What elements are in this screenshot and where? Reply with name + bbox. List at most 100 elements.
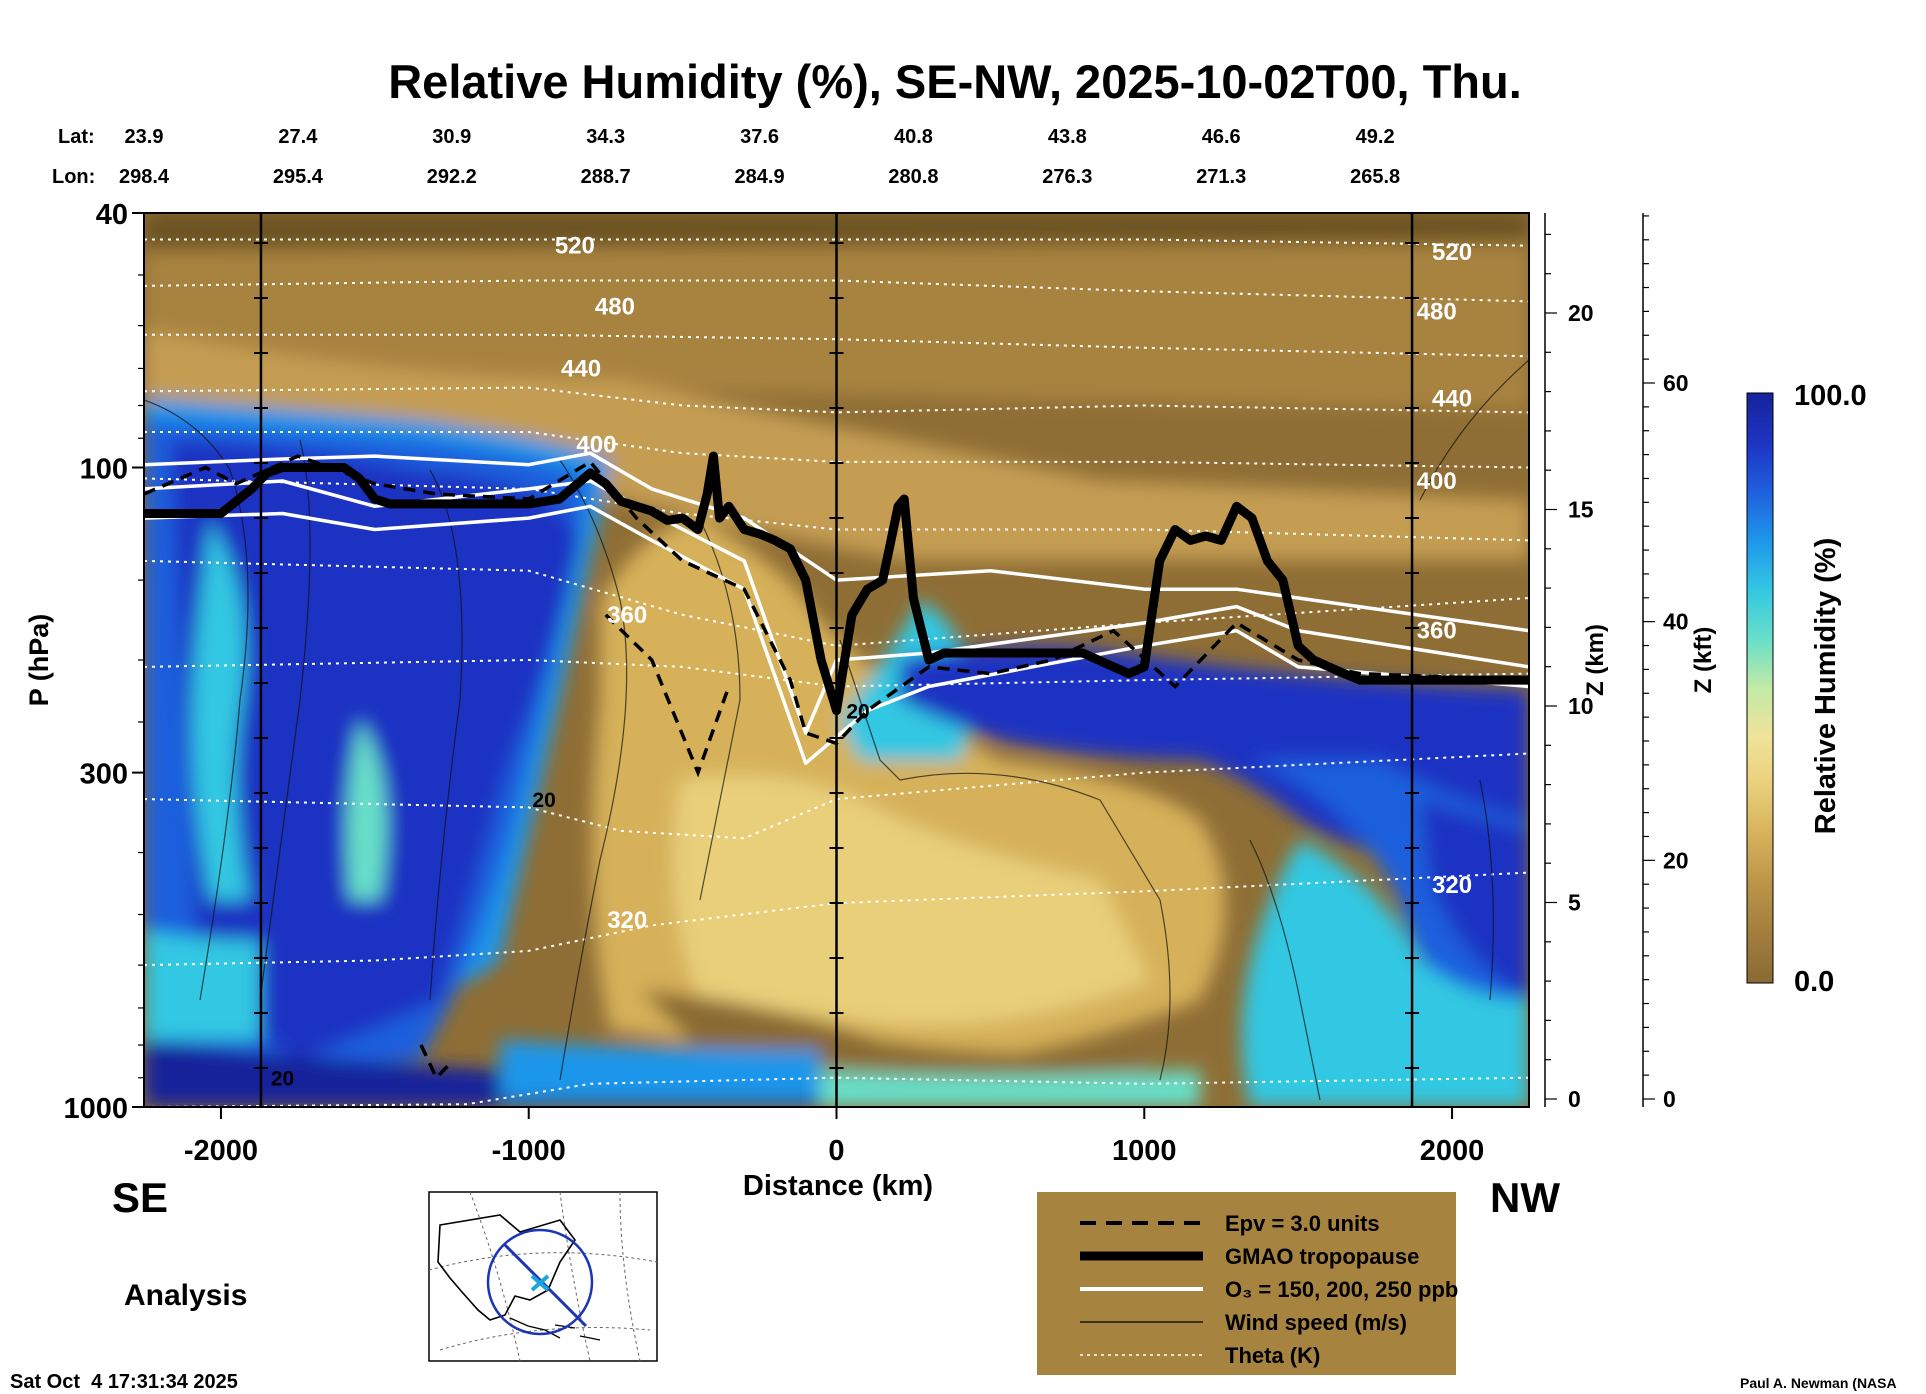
x-tick-label: 1000 — [1112, 1135, 1177, 1167]
theta-label: 320 — [607, 907, 647, 934]
x-tick-label: 0 — [828, 1135, 844, 1167]
humidity-region — [346, 720, 387, 900]
direction-right-label: NW — [1490, 1174, 1560, 1221]
wind-contour — [559, 459, 628, 1081]
z-km-axis: 0 5 10 15 20 — [1544, 213, 1594, 1112]
lon-value: 292.2 — [427, 166, 477, 188]
x-axis: -2000 -1000 0 1000 2000 — [184, 1107, 1484, 1167]
x-axis-label: Distance (km) — [743, 1170, 933, 1202]
lon-value: 276.3 — [1042, 166, 1092, 188]
wind-contour — [699, 519, 741, 901]
lat-value: 34.3 — [586, 126, 625, 148]
wind-contour — [1249, 839, 1321, 1101]
lat-value: 37.6 — [740, 126, 779, 148]
z-kft-tick-label: 0 — [1663, 1086, 1676, 1112]
lat-lon-labels: 23.9 298.4 27.4 295.4 30.9 292.2 34.3 288.7 37.6… — [119, 126, 1400, 188]
y-tick-label: 40 — [96, 199, 128, 231]
y-axis-label: P (hPa) — [24, 614, 54, 707]
humidity-region — [1420, 800, 1529, 1000]
legend: Epv = 3.0 units GMAO tropopause O₃ = 150, … — [1037, 1192, 1458, 1375]
y-tick-label: 300 — [80, 759, 128, 791]
lat-value: 49.2 — [1356, 126, 1395, 148]
lat-value: 30.9 — [432, 126, 471, 148]
z-kft-axis-label: Z (kft) — [1690, 627, 1717, 694]
theta-label: 360 — [1417, 618, 1457, 645]
theta-line — [144, 279, 1529, 303]
theta-label: 400 — [1417, 468, 1457, 495]
z-kft-tick-label: 20 — [1663, 847, 1689, 873]
lat-value: 23.9 — [125, 126, 164, 148]
credit: Paul A. Newman (NASA — [1740, 1375, 1897, 1391]
legend-label: O₃ = 150, 200, 250 ppb — [1225, 1277, 1458, 1302]
legend-label: Epv = 3.0 units — [1225, 1211, 1380, 1236]
lon-value: 295.4 — [273, 166, 324, 188]
wind-label: 20 — [846, 701, 869, 724]
wind-contour — [259, 439, 311, 1001]
colorbar-min-label: 0.0 — [1794, 966, 1834, 998]
lat-value: 46.6 — [1202, 126, 1241, 148]
theta-line — [144, 386, 1529, 414]
ozone-line — [144, 451, 1529, 633]
theta-isentropes — [144, 238, 1529, 1107]
wind-contour — [1419, 359, 1529, 501]
y-axis: 40 100 300 1000 — [63, 199, 144, 1125]
z-km-tick-label: 10 — [1568, 693, 1594, 719]
lon-value: 298.4 — [119, 166, 170, 188]
theta-label: 520 — [1432, 239, 1472, 266]
section-vertical-lines — [253, 213, 1420, 1107]
lat-label: Lat: — [58, 126, 95, 148]
theta-line — [144, 559, 1529, 647]
y-tick-label: 1000 — [63, 1093, 128, 1125]
legend-label: Theta (K) — [1225, 1343, 1320, 1368]
chart-title: Relative Humidity (%), SE-NW, 2025-10-02… — [388, 55, 1522, 108]
contour-labels: 520 480 440 400 360 320 520 480 440 400 360 320 20 20… — [271, 233, 1472, 1091]
lon-label: Lon: — [52, 166, 95, 188]
lon-value: 265.8 — [1350, 166, 1400, 188]
lon-value: 284.9 — [735, 166, 785, 188]
x-tick-label: -1000 — [492, 1135, 566, 1167]
z-km-axis-label: Z (km) — [1582, 624, 1609, 696]
theta-label: 320 — [1432, 872, 1472, 899]
humidity-field — [144, 213, 1529, 1107]
z-kft-tick-label: 40 — [1663, 609, 1689, 635]
z-kft-tick-label: 60 — [1663, 370, 1689, 396]
theta-line — [144, 333, 1529, 358]
wind-label: 20 — [532, 789, 555, 812]
theta-label: 440 — [561, 355, 601, 382]
epv-line — [144, 454, 1529, 746]
theta-line — [144, 477, 1529, 542]
humidity-region — [192, 520, 250, 900]
theta-line — [144, 752, 1529, 840]
humidity-region — [820, 1070, 1200, 1107]
lat-value: 40.8 — [894, 126, 933, 148]
lon-value: 271.3 — [1196, 166, 1246, 188]
epv-line — [419, 1044, 454, 1081]
timestamp: Sat Oct 4 17:31:34 2025 — [10, 1371, 238, 1393]
lon-value: 280.8 — [888, 166, 938, 188]
lat-value: 27.4 — [278, 126, 318, 148]
theta-label: 480 — [1417, 298, 1457, 325]
wind-contour — [1479, 779, 1494, 1001]
theta-label: 400 — [576, 431, 616, 458]
humidity-region — [500, 1040, 820, 1100]
legend-label: Wind speed (m/s) — [1225, 1310, 1407, 1335]
theta-label: 440 — [1432, 385, 1472, 412]
wind-label: 20 — [271, 1068, 294, 1091]
legend-label: GMAO tropopause — [1225, 1244, 1419, 1269]
humidity-region — [673, 775, 1150, 1025]
tropopause-line — [144, 451, 1529, 716]
z-km-tick-label: 5 — [1568, 890, 1581, 916]
theta-label: 360 — [607, 602, 647, 629]
wind-contour — [144, 399, 249, 1001]
lat-value: 43.8 — [1048, 126, 1087, 148]
globe-map-inset — [428, 1191, 658, 1362]
colorbar — [1746, 392, 1774, 984]
z-km-tick-label: 20 — [1568, 300, 1594, 326]
z-kft-axis: 0 20 40 60 — [1642, 213, 1689, 1112]
z-km-tick-label: 0 — [1568, 1086, 1581, 1112]
theta-line — [144, 1076, 1529, 1107]
y-tick-label: 100 — [80, 453, 128, 485]
epv-line — [604, 613, 731, 778]
wind-contour — [429, 469, 463, 1001]
